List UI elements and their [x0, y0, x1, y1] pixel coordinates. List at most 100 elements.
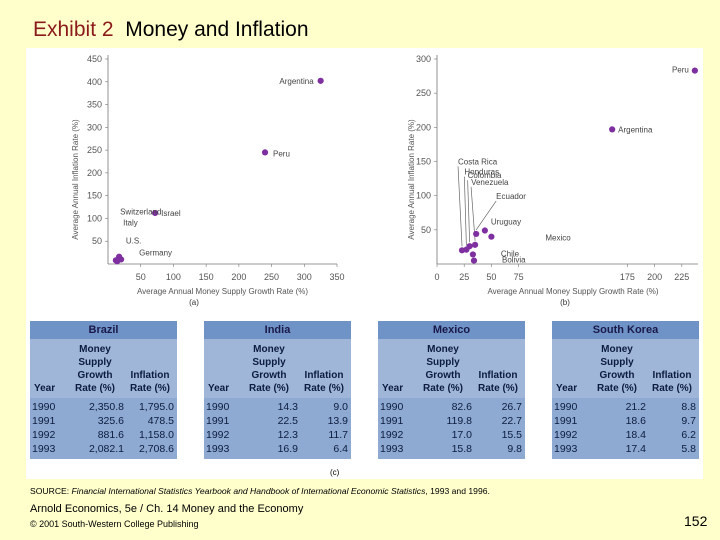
- table-column-header: Year: [208, 383, 230, 394]
- point-israel: [152, 209, 159, 217]
- table-column-header: Year: [556, 383, 578, 394]
- table-cell: 8.8: [681, 401, 696, 413]
- table-cell: 16.9: [277, 443, 298, 455]
- y-tick-label: 300: [416, 54, 431, 64]
- point-label-colombia: Colombia: [468, 171, 502, 180]
- table-row: 1992 17.0 15.5: [378, 429, 525, 443]
- table-cell: 11.7: [328, 429, 348, 441]
- table-column-headers: Year Money Supply Growth Rate (%) Inflation Ra…: [378, 339, 525, 398]
- table-cell: 1993: [380, 443, 404, 455]
- table-cell: 9.7: [681, 415, 696, 427]
- table-row: 1991 22.5 13.9: [204, 415, 351, 429]
- x-tick-label: 300: [297, 272, 312, 282]
- point-bolivia: [470, 257, 478, 264]
- table-cell: 1991: [32, 415, 56, 427]
- table-column-header: Year: [34, 383, 56, 394]
- table-column-header: Money Supply Growth Rate (%): [596, 344, 637, 394]
- table-column-header: Inflation Rate (%): [477, 370, 518, 394]
- point-label-u-s: U.S.: [126, 236, 142, 245]
- page-title: Exhibit 2 Money and Inflation: [33, 18, 309, 42]
- table-mexico: Mexico Year Money Supply Growth Rate (%) Infla…: [378, 321, 525, 459]
- table-cell: 1991: [206, 415, 230, 427]
- x-tick-label: 50: [136, 272, 146, 282]
- table-cell: 22.5: [277, 415, 298, 427]
- x-axis-label: Average Annual Money Supply Growth Rate …: [487, 287, 658, 296]
- source-text: Financial International Statistics Yearb…: [71, 486, 426, 496]
- table-cell: 478.5: [147, 415, 174, 427]
- table-cell: 1,795.0: [138, 401, 174, 413]
- table-cell: 1,158.0: [138, 429, 174, 441]
- table-row: 1991 325.6 478.5: [30, 415, 177, 429]
- point-mexico: [488, 233, 495, 240]
- table-country-header: South Korea: [552, 321, 699, 339]
- source-suffix: , 1993 and 1996.: [425, 486, 490, 496]
- table-cell: 1990: [206, 401, 230, 413]
- source-label: SOURCE:: [30, 486, 70, 496]
- table-cell: 119.8: [446, 415, 473, 427]
- chart-b: 501001502002503000255075175200225250Aver…: [407, 54, 698, 307]
- table-cell: 1990: [554, 401, 578, 413]
- title-prefix: Exhibit 2: [33, 18, 114, 41]
- x-tick-label: 200: [647, 272, 662, 282]
- point-label-peru: Peru: [672, 66, 689, 75]
- table-column-headers: Year Money Supply Growth Rate (%) Inflation Ra…: [204, 339, 351, 398]
- table-column-header: Money Supply Growth Rate (%): [248, 344, 289, 394]
- footer-book: Arnold Economics, 5e / Ch. 14 Money and …: [30, 503, 304, 515]
- title-text: Money and Inflation: [125, 18, 309, 41]
- table-india: India Year Money Supply Growth Rate (%) Inflat…: [204, 321, 351, 459]
- table-cell: 1993: [32, 443, 56, 455]
- table-column-header: Inflation Rate (%): [303, 370, 344, 394]
- y-axis-label: Average Annual Inflation Rate (%): [407, 119, 416, 240]
- y-tick-label: 350: [87, 100, 102, 110]
- point-colombia: [466, 243, 473, 250]
- table-cell: 1992: [32, 429, 56, 441]
- table-cell: 12.3: [277, 429, 298, 441]
- table-column-header: Money Supply Growth Rate (%): [74, 344, 115, 394]
- footer-copyright: © 2001 South-Western College Publishing: [30, 519, 199, 529]
- table-cell: 15.8: [451, 443, 472, 455]
- point-label-ecuador: Ecuador: [496, 192, 526, 201]
- point-germany: [114, 258, 121, 265]
- point-label-honduras: Honduras: [464, 168, 499, 177]
- table-cell: 26.7: [501, 401, 522, 413]
- table-cell: 18.4: [625, 429, 646, 441]
- y-tick-label: 400: [87, 77, 102, 87]
- table-cell: 14.3: [277, 401, 298, 413]
- y-axis-label: Average Annual Inflation Rate (%): [71, 119, 80, 240]
- table-column-header: Year: [382, 383, 404, 394]
- table-cell: 5.8: [681, 443, 696, 455]
- point-label-peru: Peru: [273, 149, 290, 158]
- y-tick-label: 250: [416, 88, 431, 98]
- y-tick-label: 250: [87, 145, 102, 155]
- x-tick-label: 100: [166, 272, 181, 282]
- table-column-header: Money Supply Growth Rate (%): [422, 344, 463, 394]
- x-tick-label: 0: [434, 272, 439, 282]
- table-row: 1992 18.4 6.2: [552, 429, 699, 443]
- table-cell: 17.0: [451, 429, 472, 441]
- y-tick-label: 150: [416, 157, 431, 167]
- source-note: SOURCE: Financial International Statisti…: [30, 486, 490, 496]
- y-tick-label: 50: [92, 236, 102, 246]
- table-row: 1993 17.4 5.8: [552, 443, 699, 457]
- table-row: 1990 82.6 26.7: [378, 401, 525, 415]
- point-label-mexico: Mexico: [545, 234, 571, 243]
- table-country-header: Mexico: [378, 321, 525, 339]
- x-tick-label: 150: [199, 272, 214, 282]
- table-cell: 1990: [32, 401, 56, 413]
- point-venezuela: [471, 241, 479, 248]
- exhibit-panel: 50 100 150 200 250 300 350 400 450 50 100 150 200 250…: [26, 48, 703, 479]
- table-row: 1992 12.3 11.7: [204, 429, 351, 443]
- x-tick-label: 350: [329, 272, 344, 282]
- table-cell: 18.6: [625, 415, 646, 427]
- table-body: 1990 21.2 8.8 1991 18.6 9.7 1992 18.4 6.2 1993 17.…: [552, 398, 699, 459]
- y-tick-label: 50: [421, 225, 431, 235]
- table-cell: 325.6: [97, 415, 124, 427]
- table-cell: 9.0: [333, 401, 348, 413]
- table-row: 1990 2,350.8 1,795.0: [30, 401, 177, 415]
- y-tick-label: 450: [87, 54, 102, 64]
- page-number: 152: [684, 513, 708, 529]
- point-label-argentina: Argentina: [279, 77, 314, 86]
- table-row: 1993 2,082.1 2,708.6: [30, 443, 177, 457]
- point-label-chile: Chile: [501, 249, 520, 258]
- table-cell: 13.9: [327, 415, 348, 427]
